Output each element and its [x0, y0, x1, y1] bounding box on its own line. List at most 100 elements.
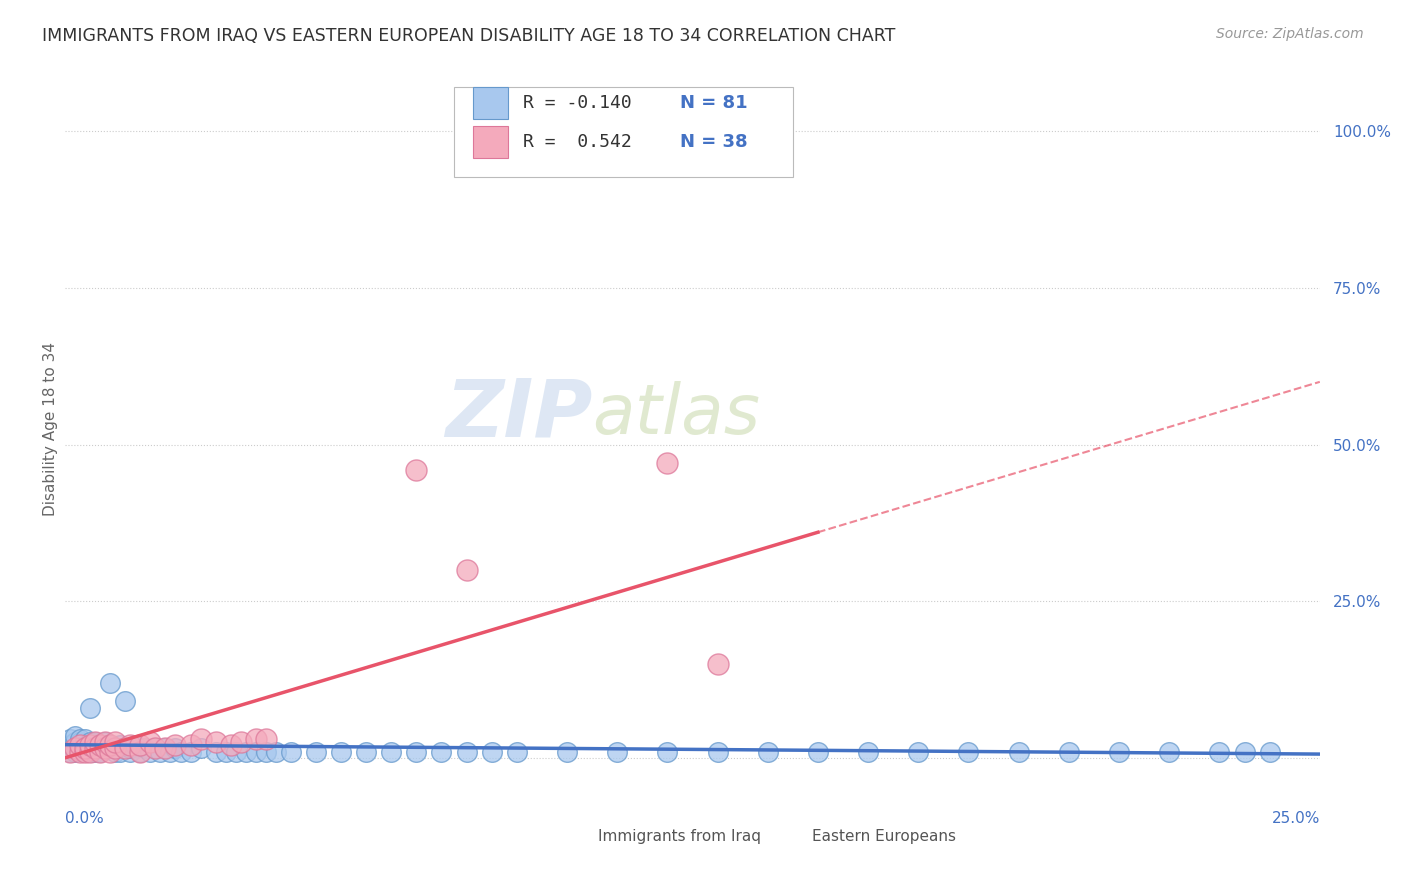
Point — [149, 745, 172, 759]
Point — [430, 745, 453, 759]
Text: IMMIGRANTS FROM IRAQ VS EASTERN EUROPEAN DISABILITY AGE 18 TO 34 CORRELATION CHA: IMMIGRANTS FROM IRAQ VS EASTERN EUROPEAN… — [42, 27, 896, 45]
Point — [235, 745, 257, 759]
Point — [79, 741, 101, 756]
Point — [330, 745, 353, 759]
Point — [254, 745, 277, 759]
Point — [79, 700, 101, 714]
Point — [456, 563, 478, 577]
Point — [159, 745, 181, 759]
Point — [354, 745, 377, 759]
Point — [98, 745, 121, 759]
Point — [120, 741, 142, 756]
Bar — [472, 126, 508, 158]
Point — [204, 735, 226, 749]
Point — [69, 739, 91, 753]
Point — [155, 741, 177, 756]
Point — [190, 741, 212, 756]
Point — [69, 745, 91, 759]
Point — [134, 741, 156, 756]
Point — [405, 462, 427, 476]
Point — [481, 745, 503, 759]
Point — [75, 745, 97, 759]
Bar — [558, 822, 586, 850]
Point — [79, 735, 101, 749]
Point — [129, 739, 152, 753]
Point — [110, 745, 132, 759]
Point — [380, 745, 402, 759]
Point — [94, 735, 117, 749]
Point — [94, 741, 117, 756]
Point — [75, 732, 97, 747]
Point — [63, 741, 86, 756]
Point — [114, 741, 136, 756]
Point — [139, 735, 162, 749]
Point — [215, 745, 238, 759]
Point — [59, 745, 82, 759]
Point — [807, 745, 830, 759]
Point — [104, 735, 127, 749]
Point — [405, 745, 427, 759]
Point — [98, 741, 121, 756]
Point — [75, 741, 97, 756]
Point — [606, 745, 628, 759]
Point — [69, 732, 91, 747]
Point — [1233, 745, 1256, 759]
Point — [245, 745, 267, 759]
Point — [180, 745, 202, 759]
Text: 0.0%: 0.0% — [65, 811, 104, 826]
Point — [75, 739, 97, 753]
Point — [63, 741, 86, 756]
Point — [555, 745, 578, 759]
Point — [129, 745, 152, 759]
Point — [114, 694, 136, 708]
Point — [165, 739, 187, 753]
Text: atlas: atlas — [592, 381, 761, 448]
Point — [69, 735, 91, 749]
Point — [1208, 745, 1230, 759]
Point — [657, 456, 679, 470]
Point — [225, 745, 247, 759]
Point — [139, 745, 162, 759]
Text: ZIP: ZIP — [444, 376, 592, 453]
Point — [169, 745, 191, 759]
Point — [84, 745, 107, 759]
Point — [59, 732, 82, 747]
Point — [110, 739, 132, 753]
Point — [79, 745, 101, 759]
Point — [254, 732, 277, 747]
Text: N = 38: N = 38 — [681, 133, 748, 151]
Point — [104, 741, 127, 756]
Point — [190, 732, 212, 747]
Point — [756, 745, 779, 759]
Point — [165, 741, 187, 756]
Text: Eastern Europeans: Eastern Europeans — [811, 829, 956, 844]
Point — [1159, 745, 1181, 759]
Point — [120, 745, 142, 759]
Point — [120, 739, 142, 753]
Point — [84, 735, 107, 749]
Point — [59, 745, 82, 759]
Point — [89, 739, 111, 753]
Point — [79, 745, 101, 759]
Point — [481, 124, 503, 138]
Point — [229, 735, 252, 749]
Text: 25.0%: 25.0% — [1271, 811, 1320, 826]
Point — [1108, 745, 1130, 759]
Point — [98, 675, 121, 690]
Point — [84, 741, 107, 756]
Text: Source: ZipAtlas.com: Source: ZipAtlas.com — [1216, 27, 1364, 41]
Point — [63, 729, 86, 743]
Point — [63, 735, 86, 749]
Point — [104, 745, 127, 759]
Point — [124, 739, 146, 753]
Point — [129, 745, 152, 759]
Point — [219, 739, 242, 753]
Text: N = 81: N = 81 — [681, 94, 748, 112]
Text: R = -0.140: R = -0.140 — [523, 94, 631, 112]
Y-axis label: Disability Age 18 to 34: Disability Age 18 to 34 — [44, 342, 58, 516]
Text: Immigrants from Iraq: Immigrants from Iraq — [599, 829, 761, 844]
Point — [706, 745, 728, 759]
Point — [69, 739, 91, 753]
Point — [63, 745, 86, 759]
Point — [155, 741, 177, 756]
